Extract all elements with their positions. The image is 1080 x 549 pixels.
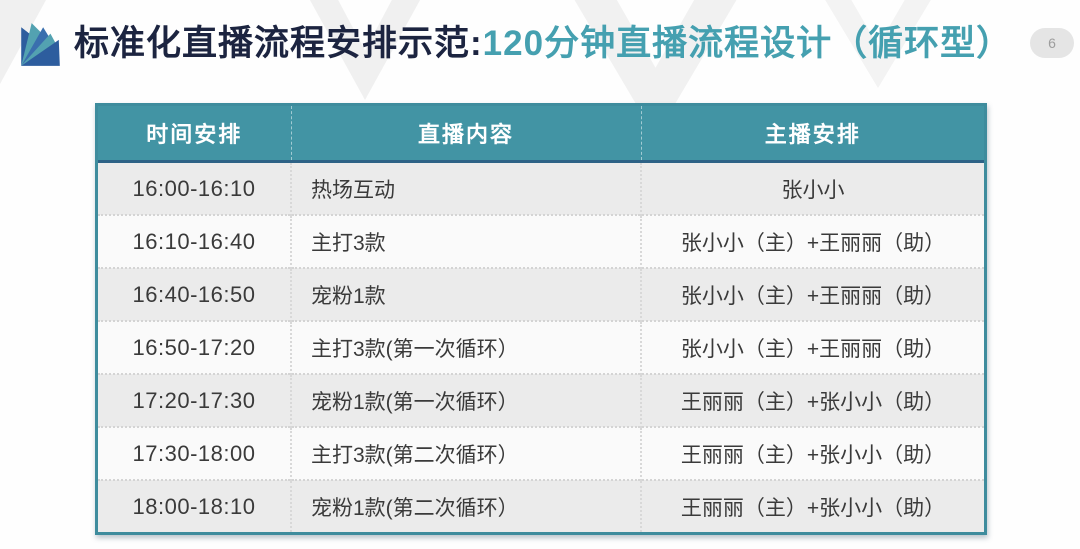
table-row: 16:40-16:50 宠粉1款 张小小（主）+王丽丽（助）: [98, 267, 984, 321]
time-cell: 18:00-18:10: [98, 479, 291, 532]
schedule-table: 时间安排 直播内容 主播安排 16:00-16:10 热场互动 张小小 16:10-1…: [95, 103, 987, 535]
page-title: 标准化直播流程安排示范:120分钟直播流程设计（循环型）: [16, 20, 1012, 68]
fan-logo-icon: [16, 20, 64, 68]
table-row: 17:20-17:30 宠粉1款(第一次循环） 王丽丽（主）+张小小（助）: [98, 373, 984, 427]
title-prefix: 标准化直播流程安排示范:: [74, 24, 483, 63]
content-cell: 主打3款(第一次循环）: [290, 320, 641, 374]
hosts-cell: 王丽丽（主）+张小小（助）: [640, 479, 984, 532]
title-highlight: 120分钟直播流程设计（循环型）: [482, 24, 1013, 63]
table-row: 17:30-18:00 主打3款(第二次循环） 王丽丽（主）+张小小（助）: [98, 426, 984, 480]
hosts-cell: 张小小（主）+王丽丽（助）: [640, 214, 984, 268]
table-row: 16:10-16:40 主打3款 张小小（主）+王丽丽（助）: [98, 214, 984, 268]
table-row: 16:00-16:10 热场互动 张小小: [98, 160, 984, 215]
hosts-cell: 张小小（主）+王丽丽（助）: [640, 320, 984, 374]
table-header-row: 时间安排 直播内容 主播安排: [98, 106, 984, 163]
content-cell: 宠粉1款(第二次循环）: [290, 479, 641, 532]
header-time: 时间安排: [98, 106, 291, 163]
content-cell: 主打3款: [290, 214, 641, 268]
content-cell: 宠粉1款: [290, 267, 641, 321]
time-cell: 17:20-17:30: [98, 373, 291, 427]
hosts-cell: 张小小: [640, 160, 984, 215]
time-cell: 17:30-18:00: [98, 426, 291, 480]
time-cell: 16:00-16:10: [98, 160, 291, 215]
hosts-cell: 张小小（主）+王丽丽（助）: [640, 267, 984, 321]
content-cell: 主打3款(第二次循环）: [290, 426, 641, 480]
time-cell: 16:50-17:20: [98, 320, 291, 374]
table-row: 16:50-17:20 主打3款(第一次循环） 张小小（主）+王丽丽（助）: [98, 320, 984, 374]
content-cell: 宠粉1款(第一次循环）: [290, 373, 641, 427]
content-cell: 热场互动: [290, 160, 641, 215]
slide-number-badge: 6: [1030, 28, 1074, 58]
table-row: 18:00-18:10 宠粉1款(第二次循环） 王丽丽（主）+张小小（助）: [98, 479, 984, 532]
header-content: 直播内容: [290, 106, 641, 163]
title-text: 标准化直播流程安排示范:120分钟直播流程设计（循环型）: [74, 20, 1012, 68]
time-cell: 16:10-16:40: [98, 214, 291, 268]
time-cell: 16:40-16:50: [98, 267, 291, 321]
header-hosts: 主播安排: [640, 106, 984, 163]
hosts-cell: 王丽丽（主）+张小小（助）: [640, 426, 984, 480]
hosts-cell: 王丽丽（主）+张小小（助）: [640, 373, 984, 427]
